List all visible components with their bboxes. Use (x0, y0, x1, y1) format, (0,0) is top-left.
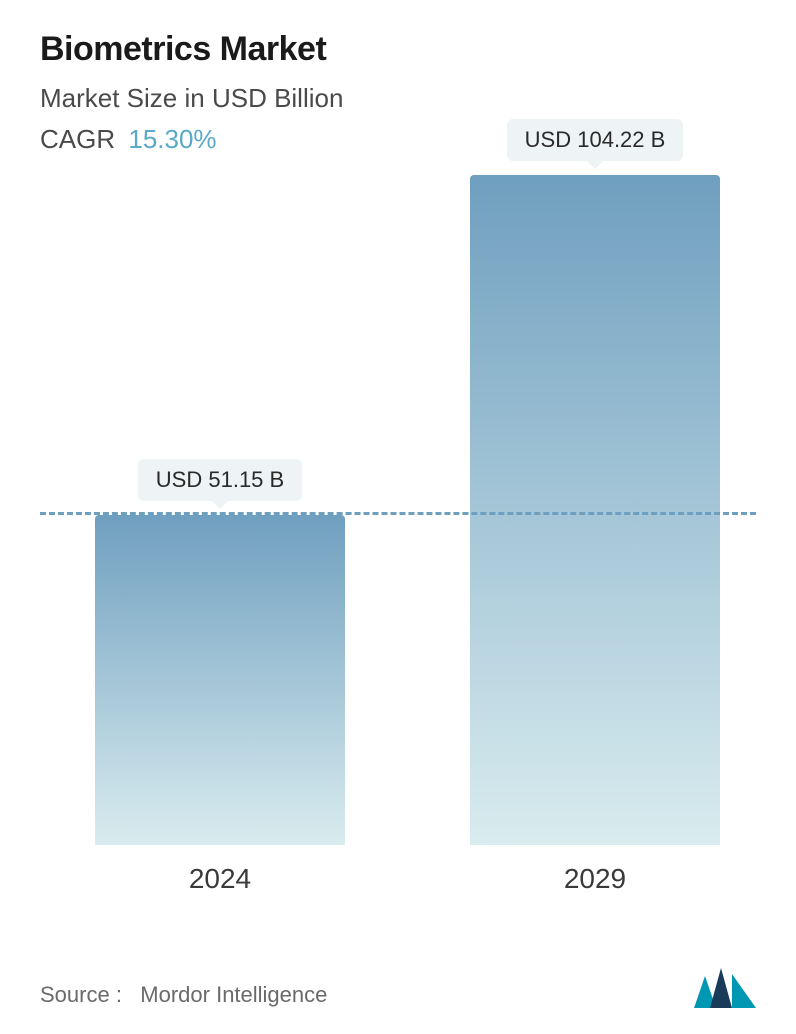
chart-area: USD 51.15 B 2024 USD 104.22 B 2029 (40, 165, 756, 905)
bar-2024-value-pill: USD 51.15 B (138, 459, 302, 501)
source-name: Mordor Intelligence (140, 982, 327, 1007)
bar-2029 (470, 175, 720, 845)
bar-2024-container: USD 51.15 B (95, 459, 345, 845)
xlabel-2024: 2024 (95, 863, 345, 895)
bar-2024 (95, 515, 345, 845)
reference-dashed-line (40, 512, 756, 515)
mordor-logo-icon (694, 968, 756, 1008)
bar-2029-value-pill: USD 104.22 B (507, 119, 684, 161)
source-line: Source : Mordor Intelligence (40, 982, 327, 1008)
chart-title: Biometrics Market (40, 30, 756, 69)
xlabel-2029: 2029 (470, 863, 720, 895)
chart-subtitle: Market Size in USD Billion (40, 83, 756, 114)
footer: Source : Mordor Intelligence (40, 968, 756, 1008)
source-label: Source : (40, 982, 122, 1007)
cagr-value: 15.30% (128, 124, 216, 154)
bar-2029-container: USD 104.22 B (470, 119, 720, 845)
cagr-label: CAGR (40, 124, 115, 154)
